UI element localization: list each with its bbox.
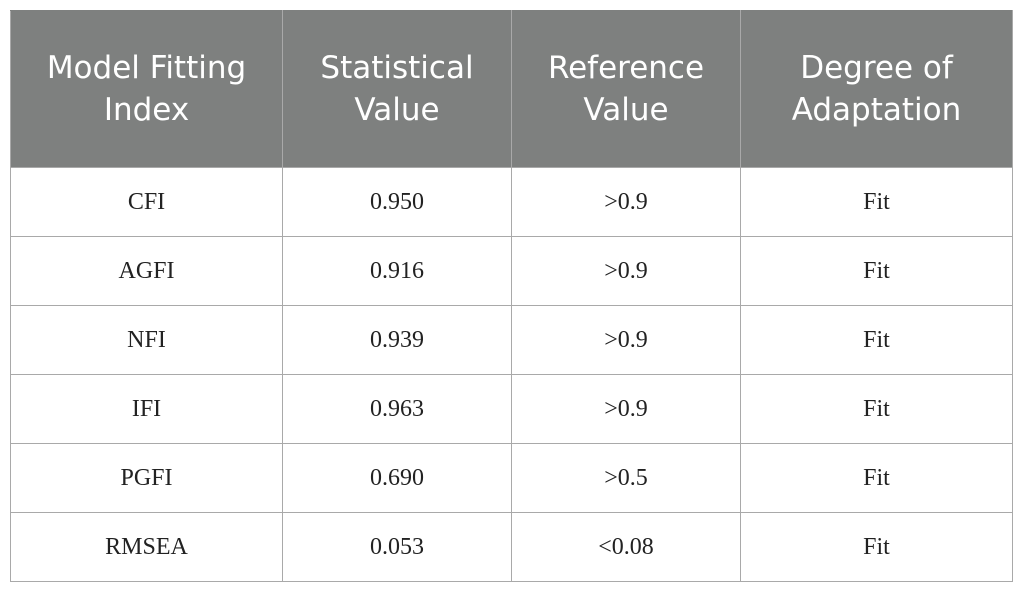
cell-index: IFI [10,374,283,444]
table-row: AGFI 0.916 >0.9 Fit [10,236,1013,306]
cell-index: AGFI [10,236,283,306]
header-degree-of-adaptation: Degree of Adaptation [740,10,1013,168]
cell-reference-value: >0.9 [511,374,741,444]
cell-reference-value: <0.08 [511,512,741,582]
cell-degree-of-adaptation: Fit [740,512,1013,582]
cell-reference-value: >0.9 [511,167,741,237]
cell-degree-of-adaptation: Fit [740,236,1013,306]
table-header: Model Fitting Index Statistical Value Re… [10,10,1013,168]
cell-reference-value: >0.5 [511,443,741,513]
cell-statistical-value: 0.950 [282,167,512,237]
table-row: RMSEA 0.053 <0.08 Fit [10,512,1013,582]
cell-statistical-value: 0.939 [282,305,512,375]
table-row: CFI 0.950 >0.9 Fit [10,167,1013,237]
header-reference-value: Reference Value [511,10,741,168]
table-body: CFI 0.950 >0.9 Fit AGFI 0.916 >0.9 Fit N… [10,167,1013,582]
table-row: NFI 0.939 >0.9 Fit [10,305,1013,375]
cell-degree-of-adaptation: Fit [740,305,1013,375]
cell-index: CFI [10,167,283,237]
cell-reference-value: >0.9 [511,236,741,306]
cell-statistical-value: 0.963 [282,374,512,444]
cell-degree-of-adaptation: Fit [740,374,1013,444]
header-row: Model Fitting Index Statistical Value Re… [10,10,1013,168]
cell-statistical-value: 0.690 [282,443,512,513]
cell-index: NFI [10,305,283,375]
cell-degree-of-adaptation: Fit [740,443,1013,513]
cell-reference-value: >0.9 [511,305,741,375]
cell-index: PGFI [10,443,283,513]
model-fit-table: Model Fitting Index Statistical Value Re… [10,10,1013,582]
header-model-fitting-index: Model Fitting Index [10,10,283,168]
table-row: PGFI 0.690 >0.5 Fit [10,443,1013,513]
cell-index: RMSEA [10,512,283,582]
table-row: IFI 0.963 >0.9 Fit [10,374,1013,444]
cell-statistical-value: 0.053 [282,512,512,582]
model-fit-table-container: Model Fitting Index Statistical Value Re… [10,10,1013,582]
cell-statistical-value: 0.916 [282,236,512,306]
header-statistical-value: Statistical Value [282,10,512,168]
cell-degree-of-adaptation: Fit [740,167,1013,237]
